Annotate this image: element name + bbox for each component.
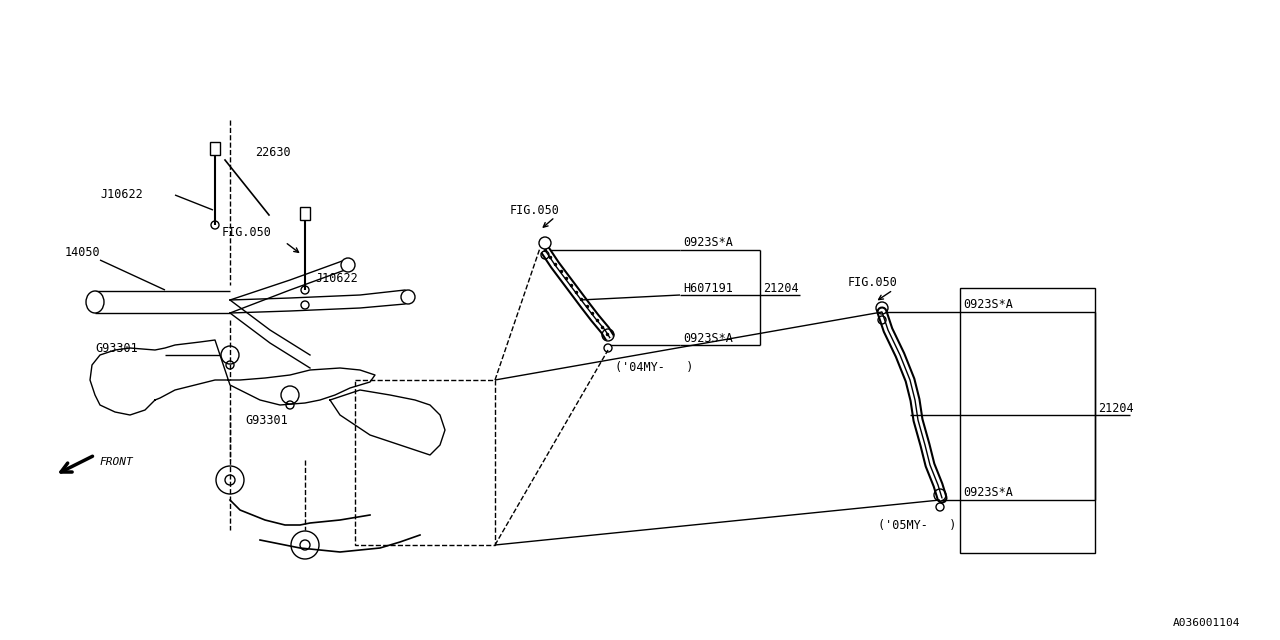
Ellipse shape [340, 258, 355, 272]
Text: 0923S*A: 0923S*A [684, 332, 733, 344]
Text: 0923S*A: 0923S*A [684, 237, 733, 250]
Text: ('04MY-   ): ('04MY- ) [614, 362, 694, 374]
Text: 22630: 22630 [255, 145, 291, 159]
Text: FIG.050: FIG.050 [221, 225, 271, 239]
Bar [355, 380, 495, 545]
Text: H607191: H607191 [684, 282, 733, 294]
Text: 0923S*A: 0923S*A [963, 486, 1012, 499]
Text: 21204: 21204 [1098, 401, 1134, 415]
Text: A036001104: A036001104 [1172, 618, 1240, 628]
Bar [960, 288, 1094, 553]
Text: ('05MY-   ): ('05MY- ) [878, 518, 956, 531]
Text: FIG.050: FIG.050 [849, 276, 897, 289]
Text: G93301: G93301 [95, 342, 138, 355]
Text: FRONT: FRONT [100, 457, 133, 467]
Ellipse shape [401, 290, 415, 304]
Text: 14050: 14050 [65, 246, 101, 259]
Text: J10622: J10622 [100, 188, 143, 200]
Text: G93301: G93301 [244, 413, 288, 426]
Text: FIG.050: FIG.050 [509, 204, 559, 216]
Text: J10622: J10622 [315, 271, 357, 285]
Text: 0923S*A: 0923S*A [963, 298, 1012, 312]
Bar [300, 207, 310, 220]
Text: 21204: 21204 [763, 282, 799, 294]
Bar [210, 142, 220, 155]
Ellipse shape [86, 291, 104, 313]
